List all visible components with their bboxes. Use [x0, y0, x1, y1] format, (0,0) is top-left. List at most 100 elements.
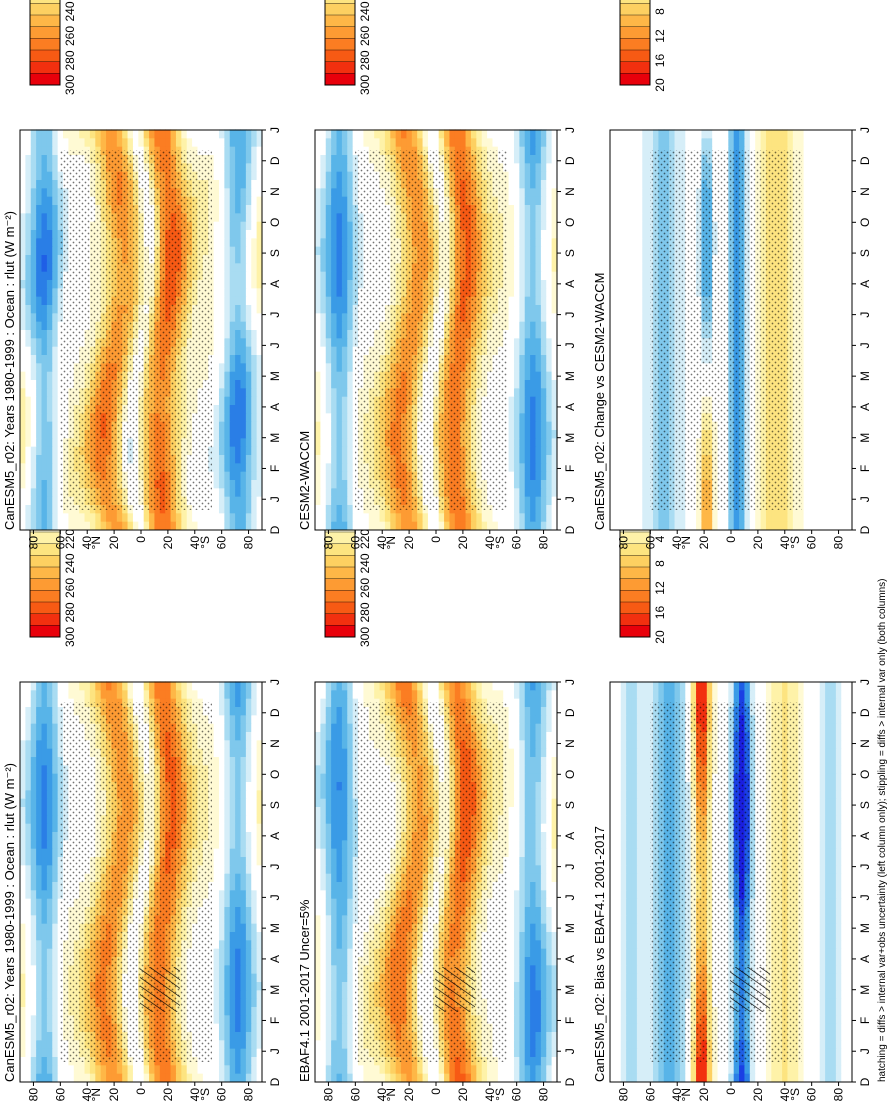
heatmap-cell [218, 781, 225, 791]
heatmap-cell [235, 454, 242, 464]
heatmap-cell [229, 271, 236, 280]
heatmap-cell [20, 496, 26, 505]
heatmap-cell [224, 1056, 231, 1066]
heatmap-cell [20, 1014, 26, 1024]
heatmap-cell [218, 296, 225, 305]
heatmap-cell [46, 731, 53, 741]
heatmap-cell [235, 831, 242, 841]
heatmap-cell [240, 262, 247, 272]
heatmap-cell [224, 714, 231, 724]
heatmap-cell [546, 1056, 553, 1066]
heatmap-cell [229, 337, 236, 347]
heatmap-cell [218, 479, 225, 489]
heatmap-cell [30, 329, 37, 339]
lat-label: 60 [53, 536, 67, 550]
heatmap-cell [417, 1064, 424, 1074]
heatmap-cell [52, 723, 59, 732]
heatmap-cell [224, 221, 231, 230]
heatmap-cell [25, 948, 32, 957]
heatmap-cell [30, 1039, 37, 1049]
heatmap-cell [235, 1073, 242, 1082]
heatmap-cell [52, 898, 59, 907]
heatmap-cell [245, 998, 252, 1007]
heatmap-cell [524, 1031, 531, 1041]
heatmap-cell [229, 856, 236, 866]
heatmap-cell [240, 212, 247, 222]
heatmap-cell [240, 237, 247, 247]
heatmap-cell [52, 137, 59, 147]
heatmap-cell [235, 246, 242, 255]
heatmap-cell [240, 881, 247, 891]
heatmap-cell [175, 129, 182, 139]
heatmap-cell [84, 129, 91, 139]
heatmap-cell [224, 179, 231, 189]
heatmap-cell [20, 287, 26, 297]
heatmap-cell [240, 889, 247, 899]
heatmap-cell [30, 362, 37, 372]
heatmap-cell [235, 731, 242, 741]
heatmap-cell [25, 681, 32, 691]
heatmap-cell [213, 989, 220, 999]
heatmap-cell [116, 521, 123, 530]
heatmap-cell [325, 1064, 332, 1074]
heatmap-cell [245, 956, 252, 966]
heatmap-cell [52, 271, 59, 280]
heatmap-cell [245, 906, 252, 916]
heatmap-cell [46, 706, 53, 716]
heatmap-cell [36, 981, 43, 991]
heatmap-cell [240, 429, 247, 439]
heatmap-cell [202, 689, 209, 699]
heatmap-cell [224, 129, 231, 139]
heatmap-cell [20, 512, 26, 522]
heatmap-cell [127, 512, 134, 522]
heatmap-cell [251, 254, 258, 264]
heatmap-cell [218, 212, 225, 222]
heatmap-cell [154, 512, 161, 522]
heatmap-cell [192, 1073, 199, 1082]
heatmap-cell [256, 889, 263, 899]
heatmap-cell [52, 254, 59, 264]
month-label: A [268, 280, 282, 288]
heatmap-cell [25, 1023, 32, 1032]
heatmap-cell [224, 296, 231, 305]
heatmap-cell [251, 1039, 258, 1049]
heatmap-cell [224, 923, 231, 932]
month-label: D [268, 156, 282, 165]
heatmap-cell [218, 964, 225, 974]
heatmap-cell [427, 1073, 434, 1082]
heatmap-cell [218, 321, 225, 330]
heatmap-cell [41, 421, 48, 430]
heatmap-cell [52, 689, 59, 699]
heatmap-cell [235, 956, 242, 966]
heatmap-cell [422, 1073, 429, 1082]
heatmap-cell [251, 714, 258, 724]
heatmap-cell [41, 379, 48, 389]
colorbar-swatch [29, 61, 61, 74]
heatmap-cell [175, 521, 182, 530]
heatmap-cell [213, 798, 220, 807]
heatmap-cell [218, 396, 225, 405]
heatmap-cell [25, 437, 32, 447]
heatmap-cell [30, 129, 37, 139]
panel-title: CanESM5_r02: Years 1980-1999 : Ocean : r… [2, 763, 17, 1082]
heatmap-cell [20, 814, 26, 824]
heatmap-cell [245, 246, 252, 255]
heatmap-cell [170, 1073, 177, 1082]
heatmap-cell [46, 1039, 53, 1049]
heatmap-cell [229, 1031, 236, 1041]
heatmap-cell [251, 162, 258, 172]
heatmap-cell [251, 789, 258, 799]
heatmap-cell [336, 1039, 343, 1049]
heatmap-cell [224, 939, 231, 949]
heatmap-cell [240, 914, 247, 924]
heatmap-cell [444, 1073, 451, 1082]
heatmap-cell [52, 814, 59, 824]
heatmap-cell [235, 296, 242, 305]
heatmap-cell [20, 337, 26, 347]
lat-label: 20 [107, 536, 121, 550]
heatmap-cell [25, 137, 32, 147]
heatmap-cell [68, 512, 75, 522]
heatmap-cell [36, 279, 43, 289]
heatmap-cell [229, 129, 236, 139]
heatmap-cell [30, 973, 37, 982]
